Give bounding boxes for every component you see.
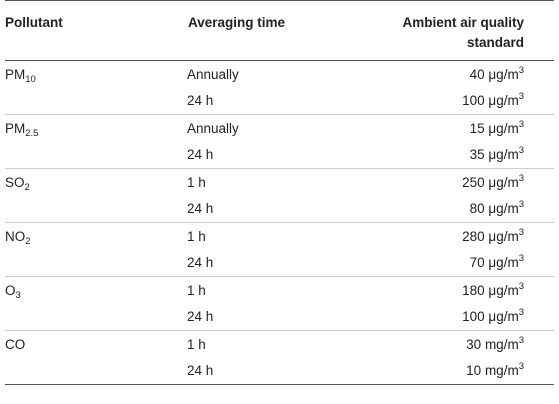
standard-value: 30 mg/m <box>466 336 519 352</box>
cell-averaging-time: 24 h <box>187 357 349 385</box>
unit-exponent: 3 <box>518 91 524 103</box>
standard-value: 100 μg/m <box>462 93 519 109</box>
table-row: SO2 1 h 250 μg/m3 <box>5 169 554 196</box>
table-body: PM10 Annually 40 μg/m3 24 h 100 μg/m3 PM2.5 An… <box>5 61 554 385</box>
table-row: 24 h 35 μg/m3 <box>5 141 554 169</box>
unit-exponent: 3 <box>518 307 524 319</box>
cell-standard-value: 10 mg/m3 <box>349 357 554 385</box>
pollutant-subscript: 3 <box>15 289 21 301</box>
header-pollutant: Pollutant <box>5 0 187 61</box>
unit-exponent: 3 <box>518 172 524 184</box>
pollutant-name: PM <box>5 66 26 82</box>
table-row: PM10 Annually 40 μg/m3 <box>5 61 554 88</box>
cell-averaging-time: 24 h <box>187 195 349 223</box>
air-quality-standards-table: Pollutant Averaging time Ambient air qua… <box>5 0 554 385</box>
cell-averaging-time: 24 h <box>187 249 349 277</box>
unit-exponent: 3 <box>518 280 524 292</box>
header-ambient-standard: Ambient air quality standard <box>349 0 554 61</box>
standard-value: 180 μg/m <box>462 282 519 298</box>
header-standard-line1: Ambient air quality <box>402 15 524 30</box>
pollutant-name: NO <box>5 228 26 244</box>
cell-averaging-time: 1 h <box>187 174 206 190</box>
standard-value: 40 μg/m <box>469 66 519 82</box>
header-averaging-time: Averaging time <box>187 0 349 61</box>
unit-exponent: 3 <box>518 64 524 76</box>
cell-pollutant: CO <box>5 331 187 358</box>
cell-pollutant <box>5 195 187 223</box>
cell-standard-value: 35 μg/m3 <box>349 141 554 169</box>
cell-pollutant <box>5 249 187 277</box>
standard-value: 80 μg/m <box>469 201 519 217</box>
unit-exponent: 3 <box>518 361 524 373</box>
standard-value: 250 μg/m <box>462 174 519 190</box>
cell-standard-value: 30 mg/m3 <box>349 331 554 358</box>
cell-pollutant: PM10 <box>5 61 187 88</box>
table-row: 24 h 100 μg/m3 <box>5 87 554 115</box>
pollutant-subscript: 2 <box>25 235 31 247</box>
table-row: O3 1 h 180 μg/m3 <box>5 277 554 304</box>
unit-exponent: 3 <box>518 334 524 346</box>
cell-pollutant: SO2 <box>5 169 187 196</box>
cell-averaging-time: 24 h <box>187 303 349 331</box>
cell-standard-value: 100 μg/m3 <box>349 87 554 115</box>
cell-standard-value: 250 μg/m3 <box>349 169 554 196</box>
cell-standard-value: 40 μg/m3 <box>349 61 554 88</box>
header-standard-line2: standard <box>466 35 524 50</box>
pollutant-subscript: 10 <box>25 73 36 85</box>
cell-standard-value: 100 μg/m3 <box>349 303 554 331</box>
pollutant-name: PM <box>5 120 26 136</box>
cell-standard-value: 180 μg/m3 <box>349 277 554 304</box>
cell-pollutant <box>5 357 187 385</box>
cell-averaging-time: 1 h <box>187 336 206 352</box>
unit-exponent: 3 <box>518 145 524 157</box>
standard-value: 100 μg/m <box>462 309 519 325</box>
unit-exponent: 3 <box>518 253 524 265</box>
standard-value: 70 μg/m <box>469 255 519 271</box>
table-row: NO2 1 h 280 μg/m3 <box>5 223 554 250</box>
standard-value: 35 μg/m <box>469 147 519 163</box>
cell-pollutant <box>5 303 187 331</box>
unit-exponent: 3 <box>518 226 524 238</box>
unit-exponent: 3 <box>518 118 524 130</box>
cell-averaging-time: Annually <box>187 66 239 82</box>
pollutant-name: O <box>5 282 16 298</box>
table-row: 24 h 100 μg/m3 <box>5 303 554 331</box>
standard-value: 10 mg/m <box>466 363 519 379</box>
unit-exponent: 3 <box>518 199 524 211</box>
cell-standard-value: 80 μg/m3 <box>349 195 554 223</box>
standard-value: 15 μg/m <box>469 120 519 136</box>
table-row: 24 h 80 μg/m3 <box>5 195 554 223</box>
cell-standard-value: 280 μg/m3 <box>349 223 554 250</box>
cell-standard-value: 70 μg/m3 <box>349 249 554 277</box>
cell-pollutant: PM2.5 <box>5 115 187 142</box>
pollutant-subscript: 2.5 <box>25 127 39 139</box>
table-row: 24 h 70 μg/m3 <box>5 249 554 277</box>
table-row: CO 1 h 30 mg/m3 <box>5 331 554 358</box>
table-header-row: Pollutant Averaging time Ambient air qua… <box>5 0 554 61</box>
pollutant-subscript: 2 <box>24 181 30 193</box>
standard-value: 280 μg/m <box>462 228 519 244</box>
cell-pollutant <box>5 141 187 169</box>
cell-averaging-time: 1 h <box>187 228 206 244</box>
cell-pollutant <box>5 87 187 115</box>
cell-averaging-time: 24 h <box>187 87 349 115</box>
pollutant-name: SO <box>5 174 25 190</box>
table-row: PM2.5 Annually 15 μg/m3 <box>5 115 554 142</box>
pollutant-name: CO <box>5 336 26 352</box>
cell-pollutant: NO2 <box>5 223 187 250</box>
cell-pollutant: O3 <box>5 277 187 304</box>
cell-averaging-time: 24 h <box>187 141 349 169</box>
cell-averaging-time: Annually <box>187 120 239 136</box>
cell-standard-value: 15 μg/m3 <box>349 115 554 142</box>
table-row: 24 h 10 mg/m3 <box>5 357 554 385</box>
cell-averaging-time: 1 h <box>187 282 206 298</box>
